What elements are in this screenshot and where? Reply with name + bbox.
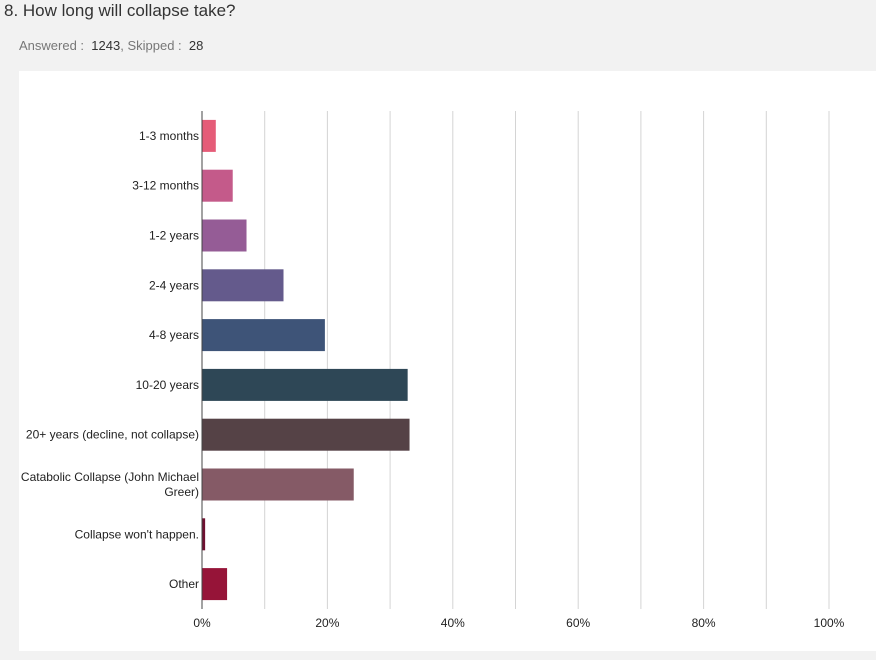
category-label-1: 3-12 months bbox=[132, 179, 199, 193]
category-label-0: 1-3 months bbox=[139, 129, 199, 143]
answered-label: Answered : bbox=[19, 38, 85, 53]
bar-4 bbox=[202, 319, 325, 352]
category-label-6: 20+ years (decline, not collapse) bbox=[26, 428, 199, 442]
category-label-line: 2-4 years bbox=[149, 278, 199, 292]
category-label-5: 10-20 years bbox=[136, 378, 199, 392]
x-tick-label-0: 0% bbox=[193, 616, 211, 630]
response-stats: Answered : 1243, Skipped : 28 bbox=[19, 38, 203, 53]
category-label-line: 1-3 months bbox=[139, 129, 199, 143]
bar-3 bbox=[202, 269, 284, 302]
category-label-8: Collapse won't happen. bbox=[75, 527, 199, 541]
x-tick-label-40: 40% bbox=[441, 616, 465, 630]
answered-count: 1243 bbox=[91, 38, 121, 53]
bar-0 bbox=[202, 119, 216, 152]
bar-2 bbox=[202, 219, 247, 252]
category-label-line: Catabolic Collapse (John Michael bbox=[21, 470, 199, 484]
category-label-line: 4-8 years bbox=[149, 328, 199, 342]
chart-panel: 1-3 months 3-12 months 1-2 years 2-4 years 4… bbox=[19, 71, 876, 651]
bar-1 bbox=[202, 169, 233, 202]
category-label-3: 2-4 years bbox=[149, 278, 199, 292]
x-tick-label-20: 20% bbox=[315, 616, 339, 630]
skipped-label: Skipped : bbox=[127, 38, 182, 53]
category-label-line: Greer) bbox=[164, 485, 199, 499]
category-label-line: Other bbox=[169, 577, 199, 591]
category-label-line: 20+ years (decline, not collapse) bbox=[26, 428, 199, 442]
category-label-line: 1-2 years bbox=[149, 229, 199, 243]
bar-9 bbox=[202, 568, 228, 601]
bar-6 bbox=[202, 418, 410, 451]
x-tick-label-80: 80% bbox=[692, 616, 716, 630]
bar-8 bbox=[202, 518, 206, 551]
bar-chart: 1-3 months 3-12 months 1-2 years 2-4 years 4… bbox=[21, 111, 845, 630]
category-label-7: Catabolic Collapse (John Michael Greer) bbox=[21, 470, 199, 499]
category-label-9: Other bbox=[169, 577, 199, 591]
category-label-line: 3-12 months bbox=[132, 179, 199, 193]
stats-separator: , bbox=[120, 38, 124, 53]
category-label-line: 10-20 years bbox=[136, 378, 199, 392]
category-label-4: 4-8 years bbox=[149, 328, 199, 342]
bar-7 bbox=[202, 468, 354, 501]
x-tick-label-60: 60% bbox=[566, 616, 590, 630]
question-title: 8. How long will collapse take? bbox=[4, 1, 236, 20]
skipped-count: 28 bbox=[188, 38, 204, 53]
bar-5 bbox=[202, 368, 408, 401]
category-label-line: Collapse won't happen. bbox=[75, 527, 199, 541]
x-tick-label-100: 100% bbox=[814, 616, 845, 630]
category-label-2: 1-2 years bbox=[149, 229, 199, 243]
